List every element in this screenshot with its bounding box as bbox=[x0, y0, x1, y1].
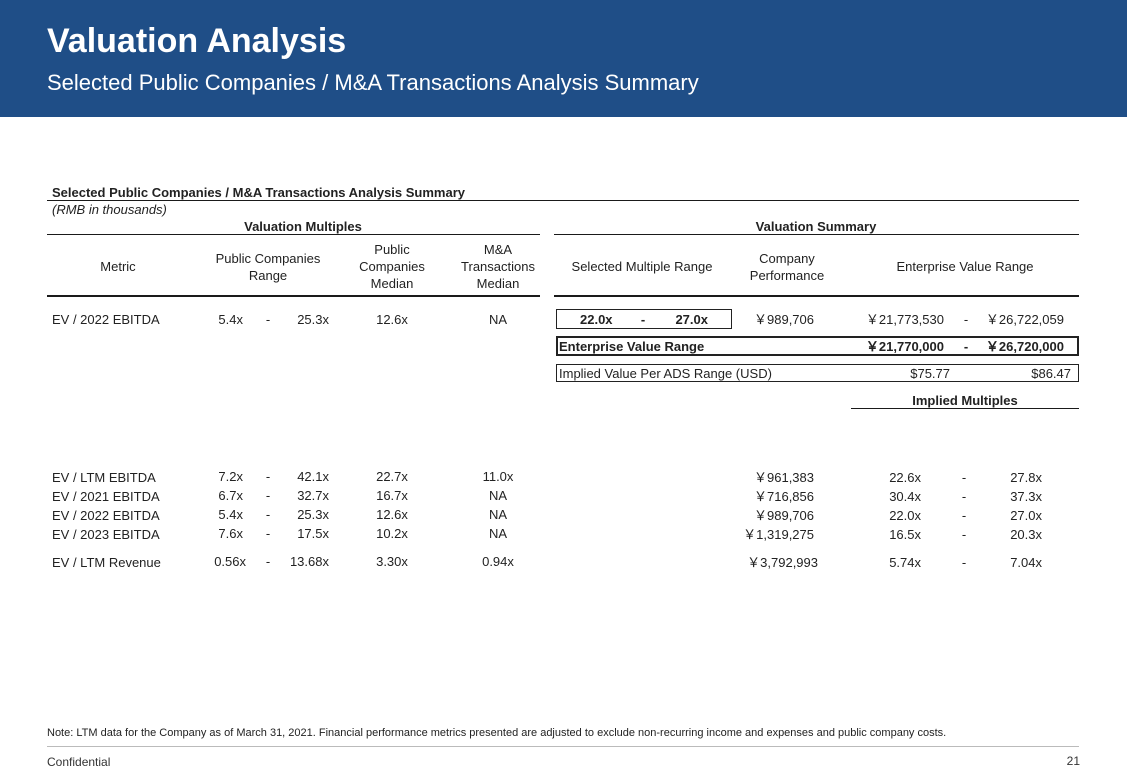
units-note: (RMB in thousands) bbox=[52, 202, 167, 217]
row-range-high: 42.1x bbox=[297, 469, 329, 484]
row-range-dash: - bbox=[265, 554, 271, 569]
row-implied-high: 20.3x bbox=[1010, 527, 1042, 542]
main-sel-high: 27.0x bbox=[675, 312, 708, 327]
row-range-low: 7.2x bbox=[218, 469, 243, 484]
row-metric: EV / 2022 EBITDA bbox=[52, 508, 160, 523]
row-range-low: 0.56x bbox=[214, 554, 246, 569]
row-implied-low: 16.5x bbox=[889, 527, 921, 542]
row-metric: EV / LTM Revenue bbox=[52, 555, 161, 570]
row-implied-dash: - bbox=[961, 489, 967, 504]
group-valuation-multiples: Valuation Multiples bbox=[244, 219, 362, 234]
row-range-low: 7.6x bbox=[218, 526, 243, 541]
main-ma-median: NA bbox=[488, 312, 508, 327]
row-metric: EV / 2023 EBITDA bbox=[52, 527, 160, 542]
row-median: 12.6x bbox=[376, 507, 408, 522]
main-ev-dash: - bbox=[963, 312, 969, 327]
main-range-dash: - bbox=[265, 312, 271, 327]
row-ma-median: NA bbox=[488, 526, 508, 541]
row-implied-high: 27.0x bbox=[1010, 508, 1042, 523]
col-header-public-median: Public Companies Median bbox=[359, 242, 425, 291]
row-ma-median: NA bbox=[488, 507, 508, 522]
row-metric: EV / LTM EBITDA bbox=[52, 470, 156, 485]
row-performance: ￥3,792,993 bbox=[747, 555, 818, 570]
main-sel-dash: - bbox=[640, 312, 646, 327]
main-sel-low: 22.0x bbox=[580, 312, 613, 327]
row-metric: EV / 2021 EBITDA bbox=[52, 489, 160, 504]
row-range-dash: - bbox=[265, 488, 271, 503]
group-rule-left bbox=[47, 234, 540, 235]
table-title: Selected Public Companies / M&A Transact… bbox=[52, 185, 466, 200]
row-range-dash: - bbox=[265, 469, 271, 484]
main-performance: ￥989,706 bbox=[754, 312, 814, 327]
main-ev-low: ￥21,773,530 bbox=[865, 312, 944, 327]
row-median: 3.30x bbox=[376, 554, 408, 569]
row-range-dash: - bbox=[265, 507, 271, 522]
group-rule-right bbox=[554, 234, 1079, 235]
row-implied-dash: - bbox=[961, 555, 967, 570]
footer-rule bbox=[47, 746, 1079, 747]
page-number: 21 bbox=[1066, 754, 1080, 768]
col-header-public-range: Public Companies Range bbox=[215, 251, 321, 283]
ads-range-label: Implied Value Per ADS Range (USD) bbox=[559, 366, 772, 381]
header-banner: Valuation Analysis Selected Public Compa… bbox=[0, 0, 1127, 117]
group-valuation-summary: Valuation Summary bbox=[755, 219, 877, 234]
row-implied-high: 27.8x bbox=[1010, 470, 1042, 485]
row-median: 10.2x bbox=[376, 526, 408, 541]
row-median: 16.7x bbox=[376, 488, 408, 503]
ads-range-high: $86.47 bbox=[1031, 366, 1071, 381]
row-implied-low: 30.4x bbox=[889, 489, 921, 504]
col-header-performance: Company Performance bbox=[749, 251, 825, 283]
page-title: Valuation Analysis bbox=[47, 22, 347, 60]
col-header-selected-range: Selected Multiple Range bbox=[571, 259, 713, 274]
row-performance: ￥716,856 bbox=[754, 489, 814, 504]
ev-range-low: ￥21,770,000 bbox=[865, 339, 944, 354]
row-implied-dash: - bbox=[961, 508, 967, 523]
row-range-dash: - bbox=[265, 526, 271, 541]
footnote: Note: LTM data for the Company as of Mar… bbox=[47, 727, 947, 739]
col-header-ev-range: Enterprise Value Range bbox=[896, 259, 1034, 274]
row-implied-low: 22.0x bbox=[889, 508, 921, 523]
row-ma-median: NA bbox=[488, 488, 508, 503]
ev-range-dash: - bbox=[963, 339, 969, 354]
main-range-low: 5.4x bbox=[218, 312, 243, 327]
header-rule-left bbox=[47, 295, 540, 297]
ads-range-low: $75.77 bbox=[910, 366, 950, 381]
ev-range-high: ￥26,720,000 bbox=[985, 339, 1064, 354]
row-range-high: 32.7x bbox=[297, 488, 329, 503]
row-implied-low: 5.74x bbox=[889, 555, 921, 570]
col-header-metric: Metric bbox=[100, 259, 136, 274]
ev-range-label: Enterprise Value Range bbox=[559, 339, 705, 354]
enterprise-value-range-box bbox=[556, 336, 1079, 356]
row-implied-dash: - bbox=[961, 470, 967, 485]
row-range-high: 25.3x bbox=[297, 507, 329, 522]
main-ev-high: ￥26,722,059 bbox=[985, 312, 1064, 327]
row-ma-median: 0.94x bbox=[482, 554, 514, 569]
main-median: 12.6x bbox=[376, 312, 408, 327]
row-median: 22.7x bbox=[376, 469, 408, 484]
row-range-high: 17.5x bbox=[297, 526, 329, 541]
row-implied-high: 37.3x bbox=[1010, 489, 1042, 504]
page-subtitle: Selected Public Companies / M&A Transact… bbox=[47, 70, 699, 95]
main-range-high: 25.3x bbox=[297, 312, 329, 327]
main-metric: EV / 2022 EBITDA bbox=[52, 312, 160, 327]
row-implied-high: 7.04x bbox=[1010, 555, 1042, 570]
title-rule bbox=[47, 200, 1079, 201]
row-implied-low: 22.6x bbox=[889, 470, 921, 485]
confidential-label: Confidential bbox=[47, 755, 111, 769]
implied-multiples-rule bbox=[851, 408, 1079, 409]
row-implied-dash: - bbox=[961, 527, 967, 542]
col-header-ma-median: M&A Transactions Median bbox=[461, 242, 535, 291]
row-range-low: 6.7x bbox=[218, 488, 243, 503]
row-performance: ￥989,706 bbox=[754, 508, 814, 523]
header-rule-right bbox=[554, 295, 1079, 297]
selected-range-box bbox=[556, 309, 732, 329]
row-range-high: 13.68x bbox=[289, 554, 329, 569]
implied-multiples-header: Implied Multiples bbox=[912, 393, 1018, 408]
ads-range-box bbox=[556, 364, 1079, 382]
row-range-low: 5.4x bbox=[218, 507, 243, 522]
row-ma-median: 11.0x bbox=[482, 469, 514, 484]
row-performance: ￥961,383 bbox=[754, 470, 814, 485]
row-performance: ￥1,319,275 bbox=[743, 527, 814, 542]
